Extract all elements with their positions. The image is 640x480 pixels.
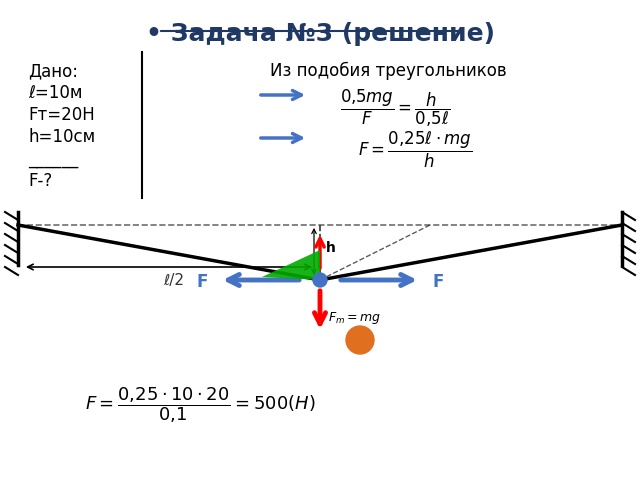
- Text: F: F: [432, 273, 444, 291]
- Text: F-?: F-?: [28, 172, 52, 190]
- Polygon shape: [262, 250, 320, 280]
- Text: Fт=20Н: Fт=20Н: [28, 106, 95, 124]
- Text: h=10см: h=10см: [28, 128, 95, 146]
- Text: ℓ/2: ℓ/2: [163, 273, 184, 288]
- Text: Дано:: Дано:: [28, 62, 78, 80]
- Text: Из подобия треугольников: Из подобия треугольников: [270, 62, 507, 80]
- Text: $F = \dfrac{0{,}25\ell \cdot mg}{h}$: $F = \dfrac{0{,}25\ell \cdot mg}{h}$: [358, 130, 472, 170]
- Circle shape: [313, 273, 327, 287]
- Text: h: h: [326, 240, 336, 254]
- Text: ______: ______: [28, 150, 78, 168]
- Text: $F_m = mg$: $F_m = mg$: [328, 310, 381, 326]
- Text: $\dfrac{0{,}5mg}{F} = \dfrac{h}{0{,}5\ell}$: $\dfrac{0{,}5mg}{F} = \dfrac{h}{0{,}5\el…: [340, 88, 450, 129]
- Text: F: F: [196, 273, 208, 291]
- Text: • Задача №3 (решение): • Задача №3 (решение): [145, 22, 495, 46]
- Text: ℓ=10м: ℓ=10м: [28, 84, 83, 102]
- Text: $F = \dfrac{0{,}25 \cdot 10 \cdot 20}{0{,}1} = 500(H)$: $F = \dfrac{0{,}25 \cdot 10 \cdot 20}{0{…: [84, 385, 316, 425]
- Circle shape: [346, 326, 374, 354]
